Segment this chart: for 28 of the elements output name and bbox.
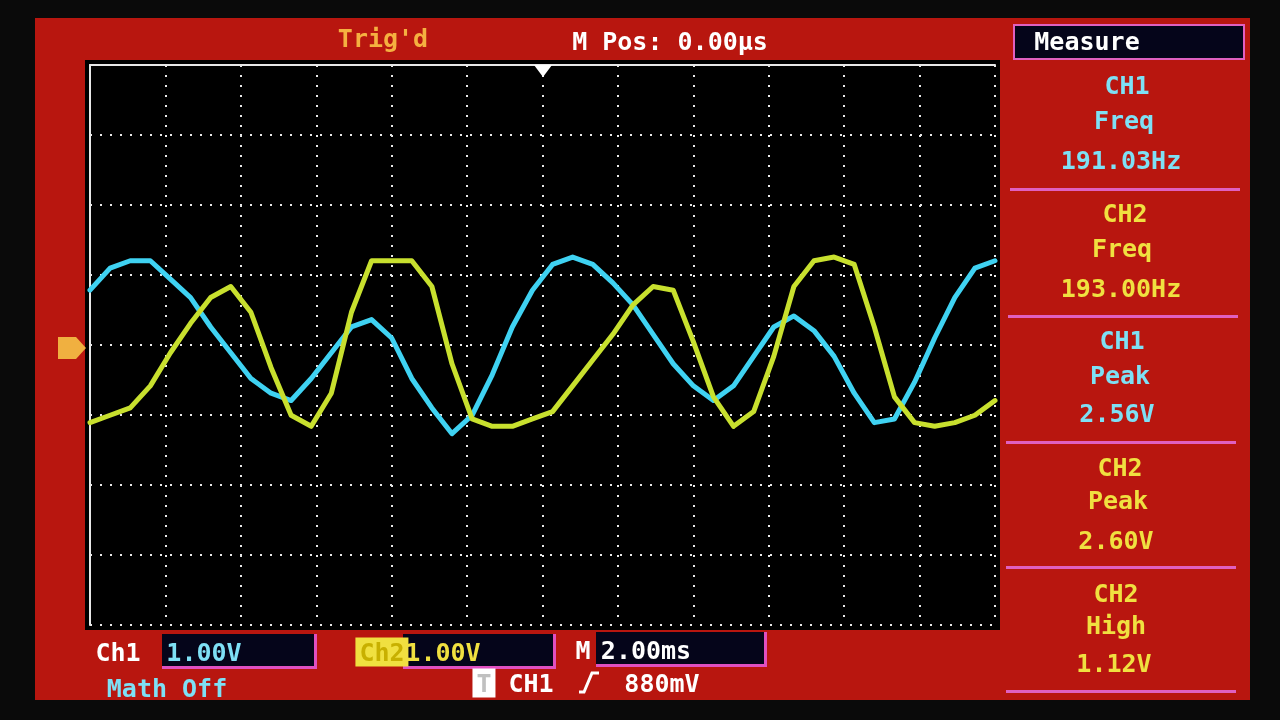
text: Freq (1091, 233, 1153, 263)
text: 193.00Hz (1060, 273, 1182, 303)
text: 191.03Hz (1060, 145, 1182, 175)
text: T (472, 668, 496, 698)
text: 2.60V (1078, 525, 1154, 555)
text: 1.12V (1076, 648, 1152, 678)
text: Math Off (106, 673, 228, 703)
text: Peak (1089, 360, 1151, 390)
text: Peak (1087, 485, 1149, 515)
text: 2.00ms (600, 635, 692, 665)
text: CH1 (1099, 325, 1145, 355)
text: M (575, 635, 591, 665)
text: CH1 (1104, 70, 1150, 100)
text: Ch2 (359, 637, 405, 667)
text: 1.00V (166, 637, 242, 667)
text: Measure (1034, 26, 1140, 56)
text: CH2 (1093, 578, 1139, 608)
text: 1.00V (405, 637, 481, 667)
text: CH2 (1097, 452, 1143, 482)
text: Freq (1093, 105, 1155, 135)
text: 2.56V (1079, 398, 1155, 428)
text: Ch1 (95, 637, 141, 667)
text: M Pos: 0.00µs (572, 26, 768, 56)
text: 880mV (624, 668, 700, 698)
text: CH2 (1102, 198, 1148, 228)
text: CH1 (508, 668, 554, 698)
text: High (1085, 610, 1147, 640)
text: Trig'd (337, 23, 429, 53)
